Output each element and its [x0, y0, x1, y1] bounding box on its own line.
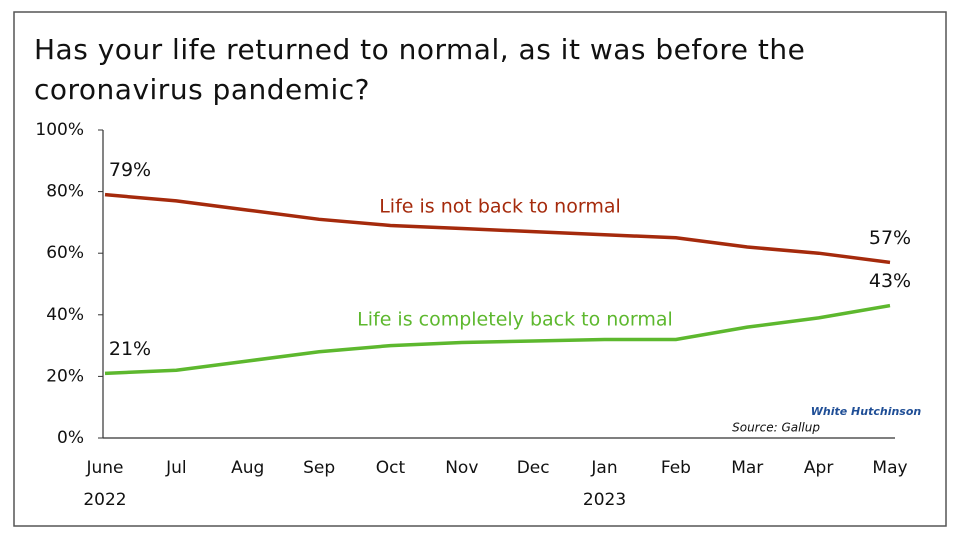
x-tick-label: Feb [661, 458, 691, 478]
value-label: 43% [869, 270, 911, 292]
logo: White Hutchinson [811, 405, 922, 418]
value-label: 79% [109, 159, 151, 181]
x-year-label: 2022 [83, 490, 126, 510]
x-tick-label: May [872, 458, 907, 478]
x-tick-label: Aug [231, 458, 264, 478]
x-tick-label: June [85, 458, 123, 478]
y-tick-label: 0% [57, 428, 84, 448]
value-label: 57% [869, 227, 911, 249]
chart-title: Has your life returned to normal, as it … [34, 33, 806, 106]
value-label: 21% [109, 338, 151, 360]
x-tick-label: Mar [731, 458, 763, 478]
y-tick-label: 80% [46, 182, 84, 202]
x-tick-label: Jan [590, 458, 617, 478]
x-tick-label: Nov [445, 458, 478, 478]
x-tick-label: Jul [165, 458, 187, 478]
y-tick-label: 20% [46, 366, 84, 386]
x-tick-label: Sep [303, 458, 335, 478]
series-label: Life is completely back to normal [357, 309, 673, 331]
series-label: Life is not back to normal [379, 196, 621, 218]
y-tick-label: 100% [35, 120, 84, 140]
x-tick-label: Oct [376, 458, 406, 478]
x-tick-label: Dec [517, 458, 550, 478]
y-tick-label: 60% [46, 243, 84, 263]
x-tick-label: Apr [804, 458, 833, 478]
frame [13, 11, 947, 527]
x-year-label: 2023 [583, 490, 626, 510]
y-tick-label: 40% [46, 305, 84, 325]
source: Source: Gallup [732, 421, 820, 435]
series-line [104, 192, 891, 265]
series-line [104, 303, 891, 376]
